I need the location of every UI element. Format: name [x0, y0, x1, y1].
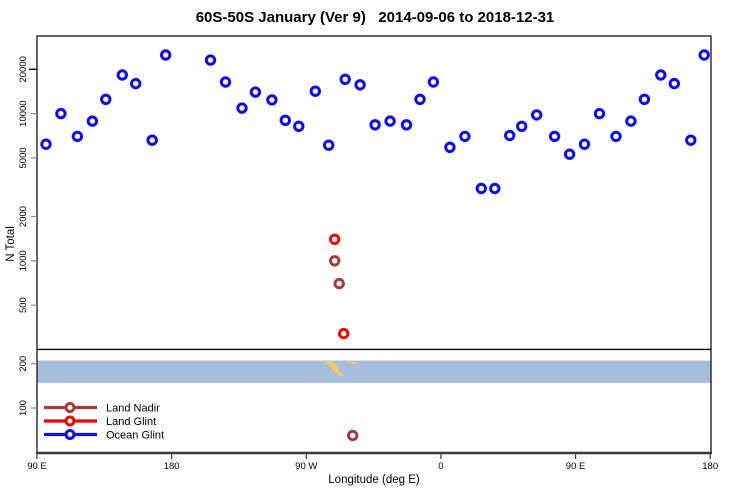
legend-label-land-glint: Land Glint — [106, 416, 156, 428]
map-strip-land — [326, 361, 333, 364]
data-point — [293, 120, 305, 133]
data-point — [610, 130, 622, 143]
data-point — [414, 93, 426, 106]
map-strip-ocean — [37, 360, 711, 383]
x-tick-label: 90 E — [27, 461, 47, 472]
data-point — [444, 141, 456, 154]
data-point — [338, 327, 350, 340]
data-point — [309, 85, 321, 97]
data-point — [369, 119, 381, 131]
data-point — [130, 77, 142, 90]
map-strip-land — [329, 363, 336, 367]
data-point — [329, 233, 341, 246]
data-point — [333, 277, 345, 290]
map-strip-land — [352, 362, 357, 364]
data-point — [593, 107, 606, 120]
series-land-nadir — [329, 255, 359, 442]
series-land-glint — [329, 233, 350, 340]
data-point — [204, 54, 217, 66]
legend-symbol-circle — [64, 429, 76, 440]
data-point — [55, 107, 67, 120]
data-point — [427, 76, 440, 88]
data-point — [531, 109, 543, 121]
data-point — [489, 182, 501, 195]
data-point — [384, 115, 396, 127]
y-tick-label: 100 — [18, 400, 29, 416]
x-tick-label: 90 W — [295, 461, 317, 472]
legend-symbol-circle — [64, 415, 76, 427]
data-point — [71, 130, 84, 143]
data-point — [347, 429, 359, 442]
map-strip-land — [347, 361, 351, 363]
map-strip-land — [340, 374, 343, 376]
y-tick-label: 5000 — [18, 147, 29, 168]
y-tick-label: 500 — [18, 297, 29, 313]
data-point — [100, 93, 112, 106]
data-point — [219, 76, 232, 88]
data-point — [249, 86, 262, 98]
legend-label-ocean-glint: Ocean Glint — [106, 429, 164, 441]
y-tick-label: 20000 — [18, 56, 29, 82]
chart-title: 60S-50S January (Ver 9) 2014-09-06 to 20… — [195, 9, 555, 26]
data-point — [160, 49, 172, 61]
data-point — [116, 69, 129, 81]
data-point — [504, 129, 516, 142]
y-tick-label: 10000 — [18, 100, 29, 126]
data-point — [655, 69, 667, 81]
data-point — [400, 119, 413, 131]
map-strip-land — [334, 369, 339, 373]
data-point — [236, 102, 248, 114]
data-point — [548, 130, 561, 143]
data-point — [266, 94, 278, 106]
x-axis-title: Longitude (deg E) — [328, 474, 420, 486]
x-tick-label: 180 — [164, 461, 180, 472]
map-strip-land — [337, 372, 341, 375]
y-tick-label: 2000 — [18, 206, 29, 227]
data-point — [146, 134, 158, 146]
data-point — [354, 79, 366, 91]
data-point — [625, 115, 637, 127]
data-point — [339, 73, 351, 86]
data-point — [329, 255, 341, 267]
x-tick-label: 0 — [438, 461, 443, 472]
data-point — [86, 115, 99, 127]
data-point — [323, 139, 335, 151]
data-point — [685, 134, 697, 146]
x-tick-label: 90 E — [566, 461, 586, 472]
data-point — [578, 138, 591, 150]
y-tick-label: 1000 — [18, 250, 29, 271]
x-tick-label: 180 — [702, 461, 718, 472]
legend-symbol-circle — [64, 402, 76, 413]
data-point — [638, 93, 651, 106]
data-point — [516, 120, 528, 133]
data-point — [279, 114, 291, 127]
data-point — [459, 130, 471, 143]
legend-label-land-nadir: Land Nadir — [106, 402, 160, 414]
series-ocean-glint — [40, 49, 710, 195]
data-point — [475, 182, 487, 195]
data-point — [668, 77, 680, 90]
map-strip-land — [332, 366, 338, 370]
data-point — [40, 138, 52, 150]
plot-border — [36, 35, 712, 454]
y-tick-label: 200 — [18, 356, 29, 372]
data-point — [563, 148, 576, 160]
data-point — [698, 49, 710, 61]
